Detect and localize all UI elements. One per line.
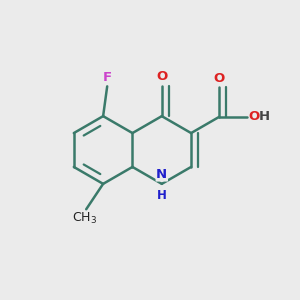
Text: CH$_3$: CH$_3$ xyxy=(72,211,97,226)
Text: N: N xyxy=(156,168,167,181)
Text: O: O xyxy=(248,110,260,124)
Text: H: H xyxy=(259,110,270,124)
Text: O: O xyxy=(156,70,167,83)
Text: H: H xyxy=(157,189,167,202)
Text: O: O xyxy=(213,72,225,85)
Text: F: F xyxy=(103,71,112,84)
